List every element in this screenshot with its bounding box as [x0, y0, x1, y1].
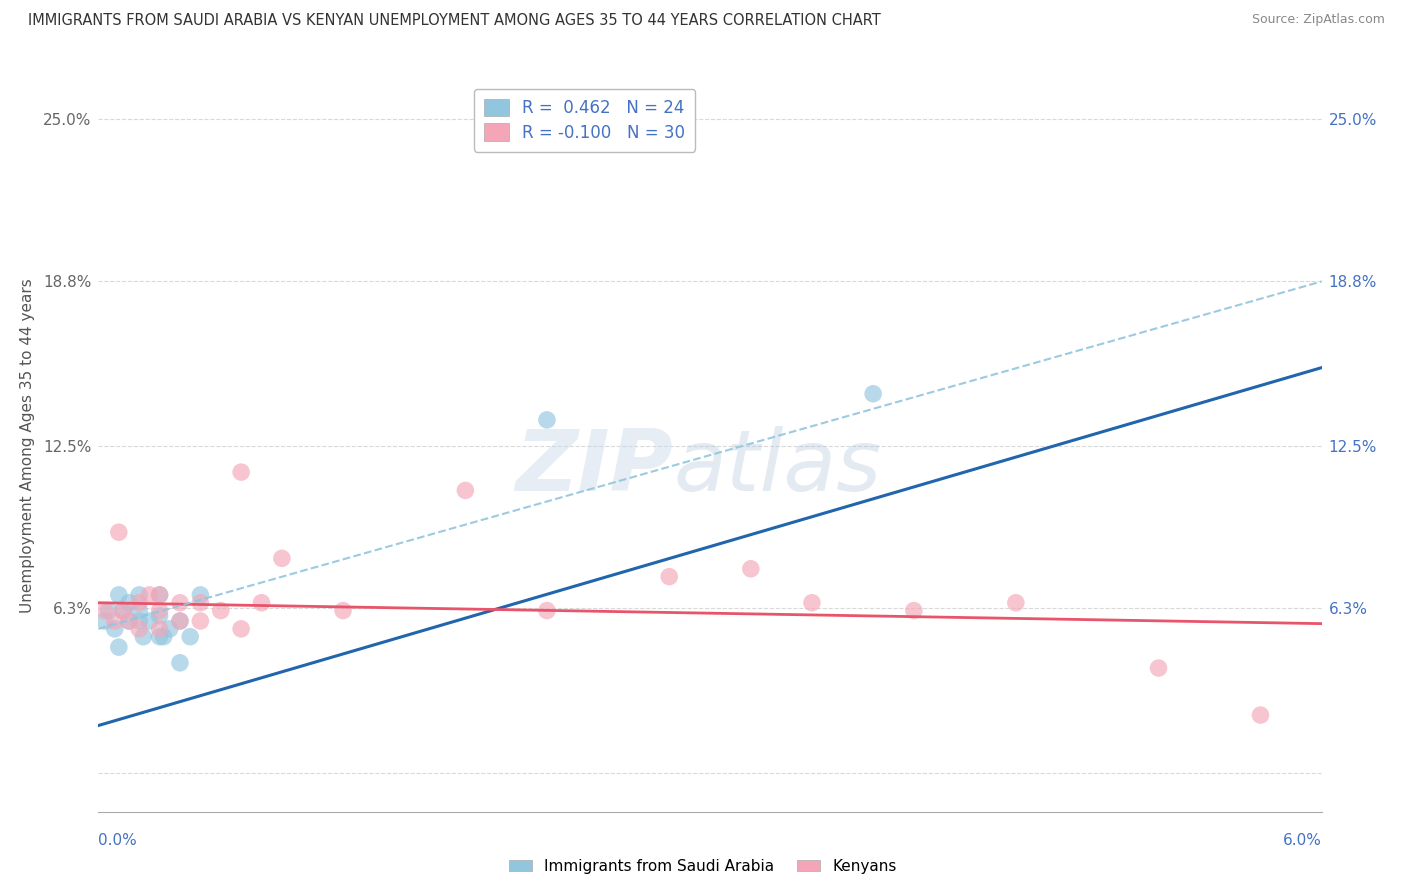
Text: 0.0%: 0.0% [98, 832, 138, 847]
Point [169, 614, 191, 628]
Point [179, 630, 201, 644]
Point [801, 596, 824, 610]
Text: Source: ZipAtlas.com: Source: ZipAtlas.com [1251, 13, 1385, 27]
Point [231, 622, 253, 636]
Text: IMMIGRANTS FROM SAUDI ARABIA VS KENYAN UNEMPLOYMENT AMONG AGES 35 TO 44 YEARS CO: IMMIGRANTS FROM SAUDI ARABIA VS KENYAN U… [28, 13, 882, 29]
Point [108, 640, 131, 655]
Point [536, 413, 558, 427]
Text: atlas: atlas [673, 426, 882, 509]
Point [132, 630, 155, 644]
Point [149, 630, 172, 644]
Point [118, 596, 141, 610]
Point [209, 603, 232, 617]
Point [332, 603, 354, 617]
Point [1249, 708, 1271, 723]
Point [104, 622, 127, 636]
Point [149, 622, 172, 636]
Point [138, 588, 160, 602]
Point [128, 596, 150, 610]
Text: 6.0%: 6.0% [1282, 832, 1322, 847]
Point [740, 562, 762, 576]
Point [128, 603, 150, 617]
Point [152, 630, 174, 644]
Point [128, 588, 150, 602]
Point [159, 622, 181, 636]
Point [118, 614, 141, 628]
Point [149, 588, 172, 602]
Point [128, 622, 150, 636]
Point [111, 603, 134, 617]
Point [149, 608, 172, 623]
Legend: R =  0.462   N = 24, R = -0.100   N = 30: R = 0.462 N = 24, R = -0.100 N = 30 [474, 88, 695, 152]
Point [93, 614, 115, 628]
Point [536, 603, 558, 617]
Point [97, 603, 120, 617]
Point [862, 386, 884, 401]
Point [128, 614, 150, 628]
Point [138, 614, 160, 628]
Point [454, 483, 477, 498]
Point [108, 588, 131, 602]
Point [169, 614, 191, 628]
Point [169, 596, 191, 610]
Point [658, 569, 681, 583]
Point [270, 551, 292, 566]
Point [111, 603, 134, 617]
Legend: Immigrants from Saudi Arabia, Kenyans: Immigrants from Saudi Arabia, Kenyans [503, 853, 903, 880]
Point [93, 603, 115, 617]
Point [250, 596, 273, 610]
Point [231, 465, 253, 479]
Point [108, 525, 131, 540]
Y-axis label: Unemployment Among Ages 35 to 44 years: Unemployment Among Ages 35 to 44 years [20, 278, 35, 614]
Point [1147, 661, 1170, 675]
Point [188, 614, 212, 628]
Point [118, 614, 141, 628]
Point [188, 588, 212, 602]
Point [188, 596, 212, 610]
Point [149, 603, 172, 617]
Point [169, 656, 191, 670]
Point [104, 614, 127, 628]
Point [149, 588, 172, 602]
Point [1004, 596, 1026, 610]
Point [903, 603, 925, 617]
Text: ZIP: ZIP [516, 426, 673, 509]
